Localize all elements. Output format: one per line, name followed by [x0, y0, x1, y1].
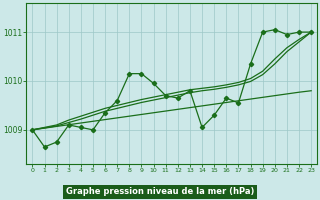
- Text: Graphe pression niveau de la mer (hPa): Graphe pression niveau de la mer (hPa): [66, 188, 254, 196]
